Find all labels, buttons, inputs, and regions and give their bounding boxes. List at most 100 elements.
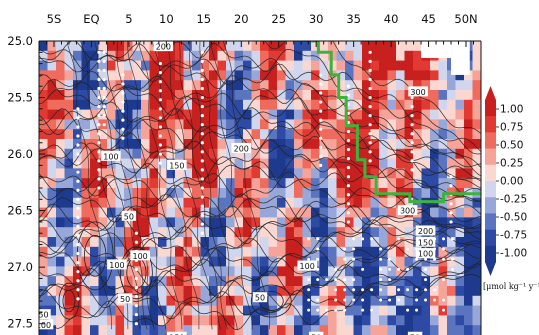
significance-dot [200, 114, 204, 118]
heatmap-cell [183, 50, 193, 62]
heatmap-cell [166, 50, 176, 62]
heatmap-cell [73, 119, 83, 130]
heatmap-cell [404, 246, 414, 258]
heatmap-cell [430, 158, 440, 169]
heatmap-cell [413, 168, 423, 179]
heatmap-cell [251, 80, 261, 91]
heatmap-cell [251, 70, 261, 81]
significance-dot [449, 184, 453, 188]
heatmap-cell [277, 286, 287, 297]
heatmap-cell [430, 80, 440, 91]
heatmap-cell [438, 315, 448, 326]
heatmap-cell [209, 70, 219, 81]
heatmap-cell [149, 90, 159, 101]
heatmap-cell [183, 188, 193, 199]
heatmap-cell [260, 90, 270, 101]
significance-dot [97, 150, 101, 154]
heatmap-cell [345, 60, 355, 71]
heatmap-cell [56, 109, 66, 120]
significance-dot [352, 247, 356, 251]
heatmap-cell [413, 266, 423, 277]
heatmap-cell [226, 325, 236, 335]
heatmap-cell [64, 207, 74, 218]
significance-dot [134, 313, 138, 317]
significance-dot [307, 298, 311, 302]
significance-dot [121, 127, 125, 131]
heatmap-cell [464, 295, 474, 307]
heatmap-cell [464, 266, 474, 277]
significance-dot [97, 168, 101, 172]
heatmap-cell [217, 227, 227, 238]
heatmap-cell [464, 139, 474, 150]
significance-dot [410, 132, 414, 136]
heatmap-cell [319, 90, 329, 101]
colorbar-tick-label: 0.75 [500, 122, 523, 134]
heatmap-cell [268, 237, 278, 248]
heatmap-cell [472, 119, 481, 130]
heatmap-cell [64, 217, 74, 228]
heatmap-cell [243, 109, 253, 120]
significance-dot [361, 267, 365, 271]
heatmap-cell [302, 99, 312, 111]
heatmap-cell [183, 90, 193, 101]
heatmap-cell [464, 246, 474, 258]
heatmap-cell [73, 295, 83, 307]
heatmap-cell [141, 109, 151, 120]
heatmap-cell [200, 139, 210, 150]
significance-dot [76, 288, 80, 292]
colorbar-swatch [485, 132, 496, 149]
heatmap-cell [336, 99, 346, 111]
significance-dot [134, 276, 138, 281]
heatmap-cell [251, 217, 261, 228]
heatmap-cell [438, 246, 448, 258]
contour-line [39, 121, 481, 180]
heatmap-cell [294, 50, 304, 62]
heatmap-cell [302, 60, 312, 71]
heatmap-cell [447, 266, 457, 277]
significance-dot [121, 118, 125, 122]
significance-dot [410, 159, 414, 163]
heatmap-cell [396, 158, 406, 169]
heatmap-cell [90, 50, 100, 62]
significance-dot [102, 114, 106, 118]
heatmap-cell [64, 295, 74, 307]
heatmap-cell [209, 276, 219, 287]
heatmap-cell [124, 99, 134, 111]
heatmap-cell [115, 315, 125, 326]
colorbar-swatch [485, 245, 496, 263]
heatmap-cell [132, 148, 142, 160]
significance-dot [200, 186, 204, 190]
heatmap-cell [277, 178, 287, 189]
heatmap-cell [285, 237, 295, 248]
heatmap-cell [421, 168, 431, 179]
heatmap-cell [192, 70, 202, 81]
heatmap-cell [209, 246, 219, 258]
heatmap-cell [107, 90, 117, 101]
heatmap-cell [81, 41, 91, 52]
heatmap-cell [64, 227, 74, 238]
significance-dot [352, 278, 356, 282]
heatmap-cell [217, 276, 227, 287]
heatmap-cell [90, 295, 100, 307]
heatmap-cell [217, 237, 227, 248]
heatmap-cell [200, 325, 210, 335]
heatmap-cell [260, 256, 270, 267]
heatmap-cell [209, 158, 219, 169]
significance-dot [379, 278, 383, 282]
heatmap-cell [302, 168, 312, 179]
heatmap-cell [413, 60, 423, 71]
heatmap-cell [302, 237, 312, 248]
heatmap-cell [192, 246, 202, 258]
heatmap-cell [311, 276, 321, 287]
significance-dot [442, 247, 446, 251]
significance-dot [200, 123, 204, 127]
heatmap-cell [56, 178, 66, 189]
heatmap-cell [379, 266, 389, 277]
heatmap-cell [430, 129, 440, 140]
heatmap-cell [90, 286, 100, 297]
heatmap-cell [64, 266, 74, 277]
significance-dot [307, 288, 311, 292]
heatmap-cell [277, 207, 287, 218]
significance-dot [343, 247, 347, 251]
heatmap-cell [192, 158, 202, 169]
